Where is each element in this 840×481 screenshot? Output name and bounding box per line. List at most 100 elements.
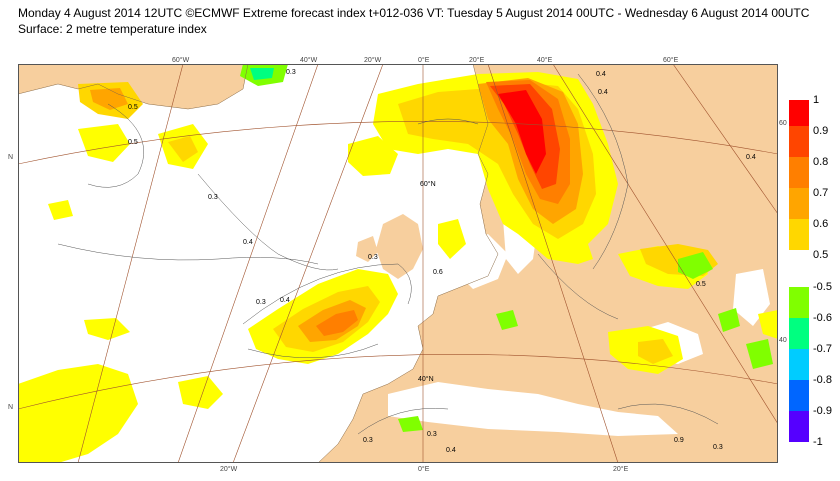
contour-6	[577, 73, 629, 270]
contour-9	[617, 403, 719, 425]
contour-label-8: 0.4	[596, 71, 606, 78]
lat-stub-left-1: N	[8, 154, 14, 161]
shade-west-1	[48, 200, 73, 220]
lon-label-20e: 20°E	[469, 57, 485, 64]
shade-greenland-07	[90, 88, 128, 110]
meridian-60w	[77, 64, 184, 463]
parallel-60n	[18, 121, 778, 165]
shade-cold-greenland-2	[250, 68, 274, 80]
legend-swatch-warm-2	[789, 126, 809, 157]
contour-labels: 0.3 0.4 0.5 0.6 0.3 0.4 0.3 0.4 0.3 0.4 …	[128, 69, 756, 454]
contour-label-3: 0.5	[128, 104, 138, 111]
lon-label-bottom-0e: 0°E	[418, 466, 430, 473]
land-britain	[376, 214, 423, 279]
legend-swatch-cold-3	[789, 349, 809, 380]
legend-label-cold-5: -0.9	[813, 405, 832, 417]
land-africa	[348, 424, 778, 463]
inland-seas	[388, 204, 770, 436]
lat-stub-left-2: N	[8, 404, 14, 411]
shade-cold-morocco	[398, 416, 423, 432]
coastlines	[18, 64, 499, 463]
shade-midatl-1	[84, 318, 130, 340]
contour-label-10: 0.4	[598, 89, 608, 96]
shade-east-edge	[758, 310, 778, 339]
legend-label-warm-2: 0.9	[813, 125, 829, 137]
legend-label-warm-3: 0.8	[813, 156, 829, 168]
land-ireland	[356, 236, 378, 262]
shade-cold-iran	[746, 339, 773, 369]
lat-label-60n: 60°N	[420, 180, 436, 188]
contour-label-5: 0.3	[256, 299, 266, 306]
legend-swatch-warm-3	[789, 157, 809, 188]
shade-iceland-s	[348, 136, 398, 176]
map-frame	[18, 64, 778, 463]
graticule	[18, 64, 778, 463]
lon-label-60w: 60°W	[172, 57, 190, 64]
shade-scandinavia-10	[498, 90, 546, 174]
lon-label-40w: 40°W	[300, 57, 318, 64]
chart-title: Monday 4 August 2014 12UTC ©ECMWF Extrem…	[18, 6, 810, 20]
shade-labrador	[78, 124, 130, 162]
contour-label-9: 0.3	[427, 431, 437, 438]
lon-label-bottom-20w: 20°W	[220, 466, 238, 473]
legend-label-warm-1: 1	[813, 94, 820, 106]
sea-mediterranean	[388, 382, 678, 436]
parallel-40n	[18, 354, 778, 410]
contour-7	[537, 253, 619, 320]
contour-label-7: 0.3	[368, 254, 378, 261]
contour-1	[197, 173, 339, 271]
sea-caspian	[733, 269, 770, 326]
coast-greenland	[18, 64, 249, 110]
shade-cold-ukraine	[678, 252, 713, 279]
contour-label-2: 0.4	[243, 239, 253, 246]
legend-label-warm-4: 0.7	[813, 187, 829, 199]
legend-label-cold-4: -0.8	[813, 374, 832, 386]
contour-5	[87, 103, 144, 188]
legend-swatch-warm-5	[789, 219, 809, 250]
contour-10	[417, 118, 479, 125]
meridian-60e	[672, 64, 778, 215]
lon-label-bottom-20e: 20°E	[613, 466, 629, 473]
land-greenland	[18, 64, 248, 109]
chart-subtitle: Surface: 2 metre temperature index	[18, 22, 207, 36]
lon-label-0e: 0°E	[418, 57, 430, 64]
legend-label-cold-6: -1	[813, 436, 823, 448]
contour-3	[242, 263, 412, 325]
lat-label-40n: 40°N	[418, 375, 434, 383]
contours	[57, 73, 719, 435]
shade-cold-alps	[496, 310, 518, 330]
contour-label-12: 0.3	[286, 69, 296, 76]
lon-label-40e: 40°E	[537, 57, 553, 64]
shade-atlantic-08	[316, 310, 358, 336]
coast-europe	[317, 64, 499, 463]
lon-label-60e: 60°E	[663, 57, 679, 64]
legend-swatch-cold-1	[789, 287, 809, 318]
contour-label-6: 0.4	[280, 297, 290, 304]
legend-swatch-warm-4	[789, 188, 809, 219]
contour-8	[357, 408, 449, 435]
contour-label-17: 0.4	[446, 447, 456, 454]
meridian-40e	[552, 64, 778, 425]
cold-shading	[240, 64, 773, 432]
legend-swatch-cold-2	[789, 318, 809, 349]
shade-turkey-06	[638, 339, 673, 364]
meridian-20e	[487, 64, 619, 463]
lon-label-20w: 20°W	[364, 57, 382, 64]
meridian-40w	[177, 64, 319, 463]
shade-south-2	[178, 376, 223, 409]
legend-swatch-cold-5	[789, 411, 809, 442]
shade-baffin-06	[168, 136, 198, 162]
legend-label-cold-2: -0.6	[813, 312, 832, 324]
contour-label-1: 0.3	[208, 194, 218, 201]
legend-swatch-warm-1	[789, 100, 809, 126]
contour-label-11: 0.5	[128, 139, 138, 146]
legend-label-warm-5: 0.6	[813, 218, 829, 230]
contour-label-18: 0.9	[674, 437, 684, 444]
contour-label-14: 0.3	[363, 437, 373, 444]
shade-northsea	[438, 219, 466, 259]
lat-label-right-40: 40	[779, 337, 787, 344]
sea-north-sea	[458, 234, 508, 289]
contour-label-16: 0.5	[696, 281, 706, 288]
efi-map: 0.3 0.4 0.5 0.6 0.3 0.4 0.3 0.4 0.3 0.4 …	[18, 64, 778, 463]
contour-2	[57, 243, 319, 265]
